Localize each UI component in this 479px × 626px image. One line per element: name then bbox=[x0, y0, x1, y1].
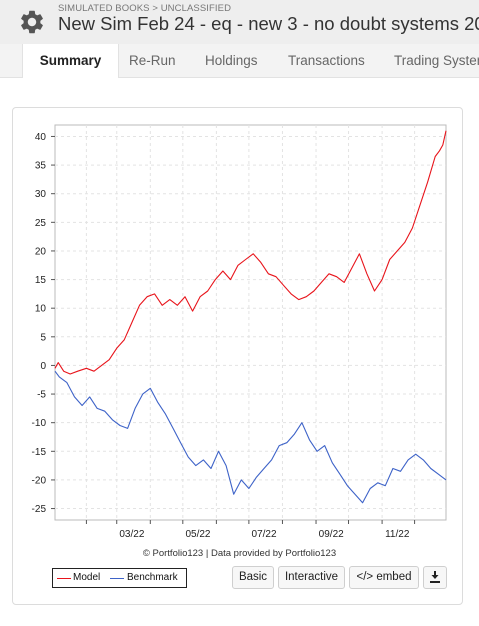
y-tick-label: 30 bbox=[35, 189, 47, 200]
x-tick-label: 09/22 bbox=[319, 529, 344, 540]
chart-credit: © Portfolio123 | Data provided by Portfo… bbox=[142, 548, 337, 559]
y-tick-label: -15 bbox=[32, 447, 47, 458]
tab-trading-system[interactable]: Trading System bbox=[394, 53, 479, 68]
performance-chart: -25 -20 -15 -10 -5 0 5 10 15 20 25 30 35 40 03/22 05/22… bbox=[32, 124, 447, 540]
download-button[interactable] bbox=[423, 566, 447, 589]
series-line-benchmark bbox=[54, 370, 447, 504]
series-line-model bbox=[54, 130, 447, 375]
legend-benchmark-label[interactable]: Benchmark bbox=[127, 572, 178, 583]
tab-bar: Summary Re-Run Holdings Transactions Tra… bbox=[0, 44, 479, 78]
y-tick-label: -10 bbox=[32, 418, 47, 429]
chart-legend: Model Benchmark bbox=[52, 568, 187, 588]
y-tick-label: 0 bbox=[40, 361, 46, 372]
chart-panel bbox=[12, 107, 463, 605]
tab-transactions[interactable]: Transactions bbox=[288, 53, 365, 68]
y-tick-label: 35 bbox=[35, 161, 47, 172]
y-tick-label: 40 bbox=[35, 132, 47, 143]
legend-model-swatch bbox=[57, 578, 71, 579]
page-title: New Sim Feb 24 - eq - new 3 - no doubt s… bbox=[58, 13, 479, 34]
legend-model-label[interactable]: Model bbox=[73, 572, 101, 583]
gear-icon[interactable] bbox=[18, 8, 46, 36]
embed-button[interactable]: </> embed bbox=[349, 566, 419, 589]
y-tick-label: 20 bbox=[35, 246, 47, 257]
page-header: SIMULATED BOOKS > UNCLASSIFIED New Sim F… bbox=[0, 0, 479, 44]
tab-holdings[interactable]: Holdings bbox=[205, 53, 258, 68]
y-tick-label: 5 bbox=[40, 332, 46, 343]
legend-benchmark-swatch bbox=[110, 578, 124, 579]
x-tick-label: 07/22 bbox=[252, 529, 277, 540]
tab-summary[interactable]: Summary bbox=[22, 44, 119, 78]
breadcrumb[interactable]: SIMULATED BOOKS > UNCLASSIFIED bbox=[58, 3, 232, 14]
interactive-button[interactable]: Interactive bbox=[278, 566, 345, 589]
y-tick-label: -5 bbox=[37, 390, 46, 401]
x-tick-label: 05/22 bbox=[185, 529, 210, 540]
y-tick-label: -25 bbox=[32, 504, 47, 515]
x-tick-label: 03/22 bbox=[119, 529, 144, 540]
y-tick-label: -20 bbox=[32, 475, 47, 486]
y-tick-label: 25 bbox=[35, 218, 47, 229]
basic-button[interactable]: Basic bbox=[232, 566, 274, 589]
tab-re-run[interactable]: Re-Run bbox=[129, 53, 176, 68]
download-icon bbox=[430, 571, 440, 583]
y-tick-label: 15 bbox=[35, 275, 47, 286]
plot-area-border bbox=[54, 124, 447, 521]
y-tick-label: 10 bbox=[35, 304, 47, 315]
x-tick-label: 11/22 bbox=[385, 529, 410, 540]
